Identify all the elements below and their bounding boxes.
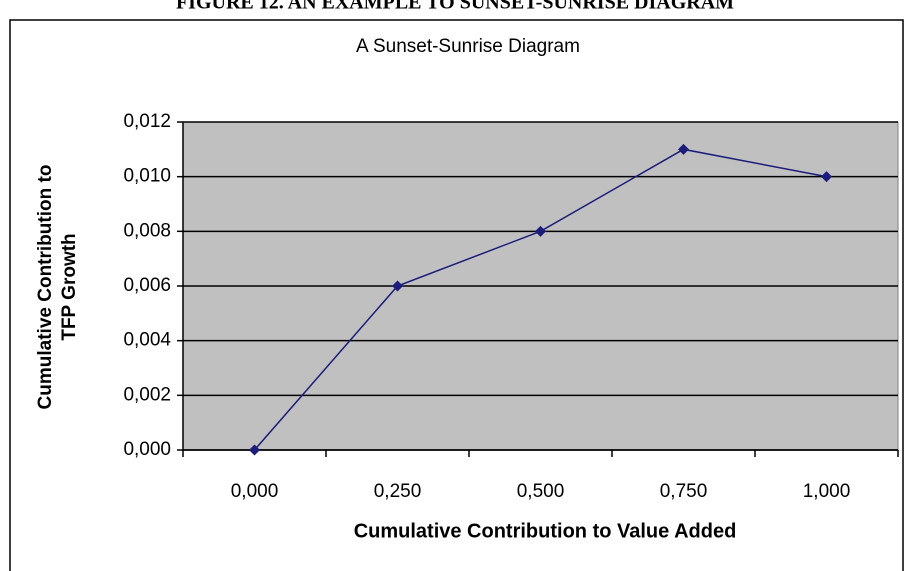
x-tick-label: 1,000 [803,481,851,502]
y-tick-label: 0,004 [123,330,171,351]
x-tick-label: 0,750 [660,481,708,502]
y-axis-label: Cumulative Contribution to TFP Growth [35,165,80,410]
y-tick-label: 0,010 [123,166,171,187]
figure-header: FIGURE 12. AN EXAMPLE TO SUNSET-SUNRISE … [176,0,734,14]
y-axis-label-line: TFP Growth [59,233,80,340]
data-marker [249,444,260,456]
chart-frame [9,19,904,571]
data-marker [678,143,689,155]
y-tick-label: 0,008 [123,220,171,241]
y-tick-label: 0,000 [123,439,171,460]
x-tick-label: 0,250 [374,481,422,502]
y-tick-label: 0,002 [123,384,171,405]
y-tick-label: 0,012 [123,111,171,132]
data-marker [392,280,403,292]
x-tick-label: 0,000 [231,481,279,502]
y-axis-label-line: Cumulative Contribution to [35,165,56,410]
x-tick-label: 0,500 [517,481,565,502]
x-axis-label: Cumulative Contribution to Value Added [354,520,737,542]
chart-title: A Sunset-Sunrise Diagram [356,36,580,57]
data-marker [535,225,546,237]
y-tick-label: 0,006 [123,275,171,296]
data-marker [821,171,832,183]
